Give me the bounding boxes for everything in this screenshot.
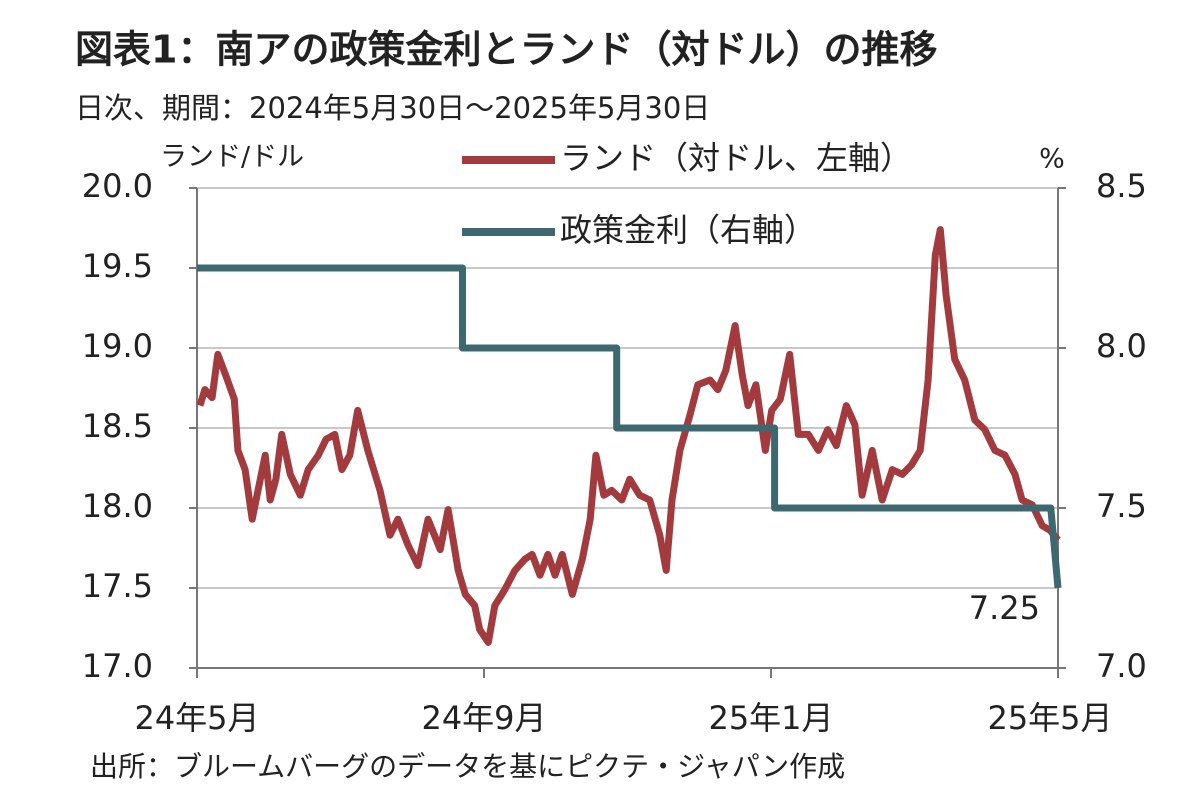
legend-label: ランド（対ドル、左軸）	[560, 139, 912, 177]
y2-tick-label: 7.0	[1096, 647, 1147, 685]
y2-tick-label: 8.0	[1096, 327, 1147, 365]
y-tick-label: 17.0	[82, 647, 153, 685]
y-tick-label: 20.0	[82, 167, 153, 205]
y-tick-label: 19.5	[82, 247, 153, 285]
y-tick-label: 19.0	[82, 327, 153, 365]
y-axis-label: ランド/ドル	[160, 142, 304, 173]
y-tick-label: 18.5	[82, 407, 153, 445]
x-tick-label: 24年9月	[421, 699, 546, 737]
x-tick-label: 24年5月	[134, 699, 259, 737]
line-series	[196, 226, 1061, 646]
x-tick-label: 25年5月	[987, 699, 1112, 737]
source-note: 出所：ブルームバーグのデータを基にピクテ・ジャパン作成	[90, 750, 845, 783]
chart-subtitle: 日次、期間：2024年5月30日～2025年5月30日	[75, 91, 710, 125]
y-tick-label: 18.0	[82, 487, 153, 525]
y2-tick-label: 8.5	[1096, 167, 1147, 205]
y-tick-label: 17.5	[82, 567, 153, 605]
y2-tick-label: 7.5	[1096, 487, 1147, 525]
x-tick-label: 25年1月	[708, 699, 833, 737]
line-series	[197, 264, 1062, 589]
chart-title: 図表1：南アの政策金利とランド（対ドル）の推移	[75, 28, 937, 72]
annotation: 7.25	[969, 589, 1040, 627]
y2-axis-label: %	[1039, 144, 1065, 175]
legend-label: 政策金利（右軸）	[560, 211, 816, 249]
